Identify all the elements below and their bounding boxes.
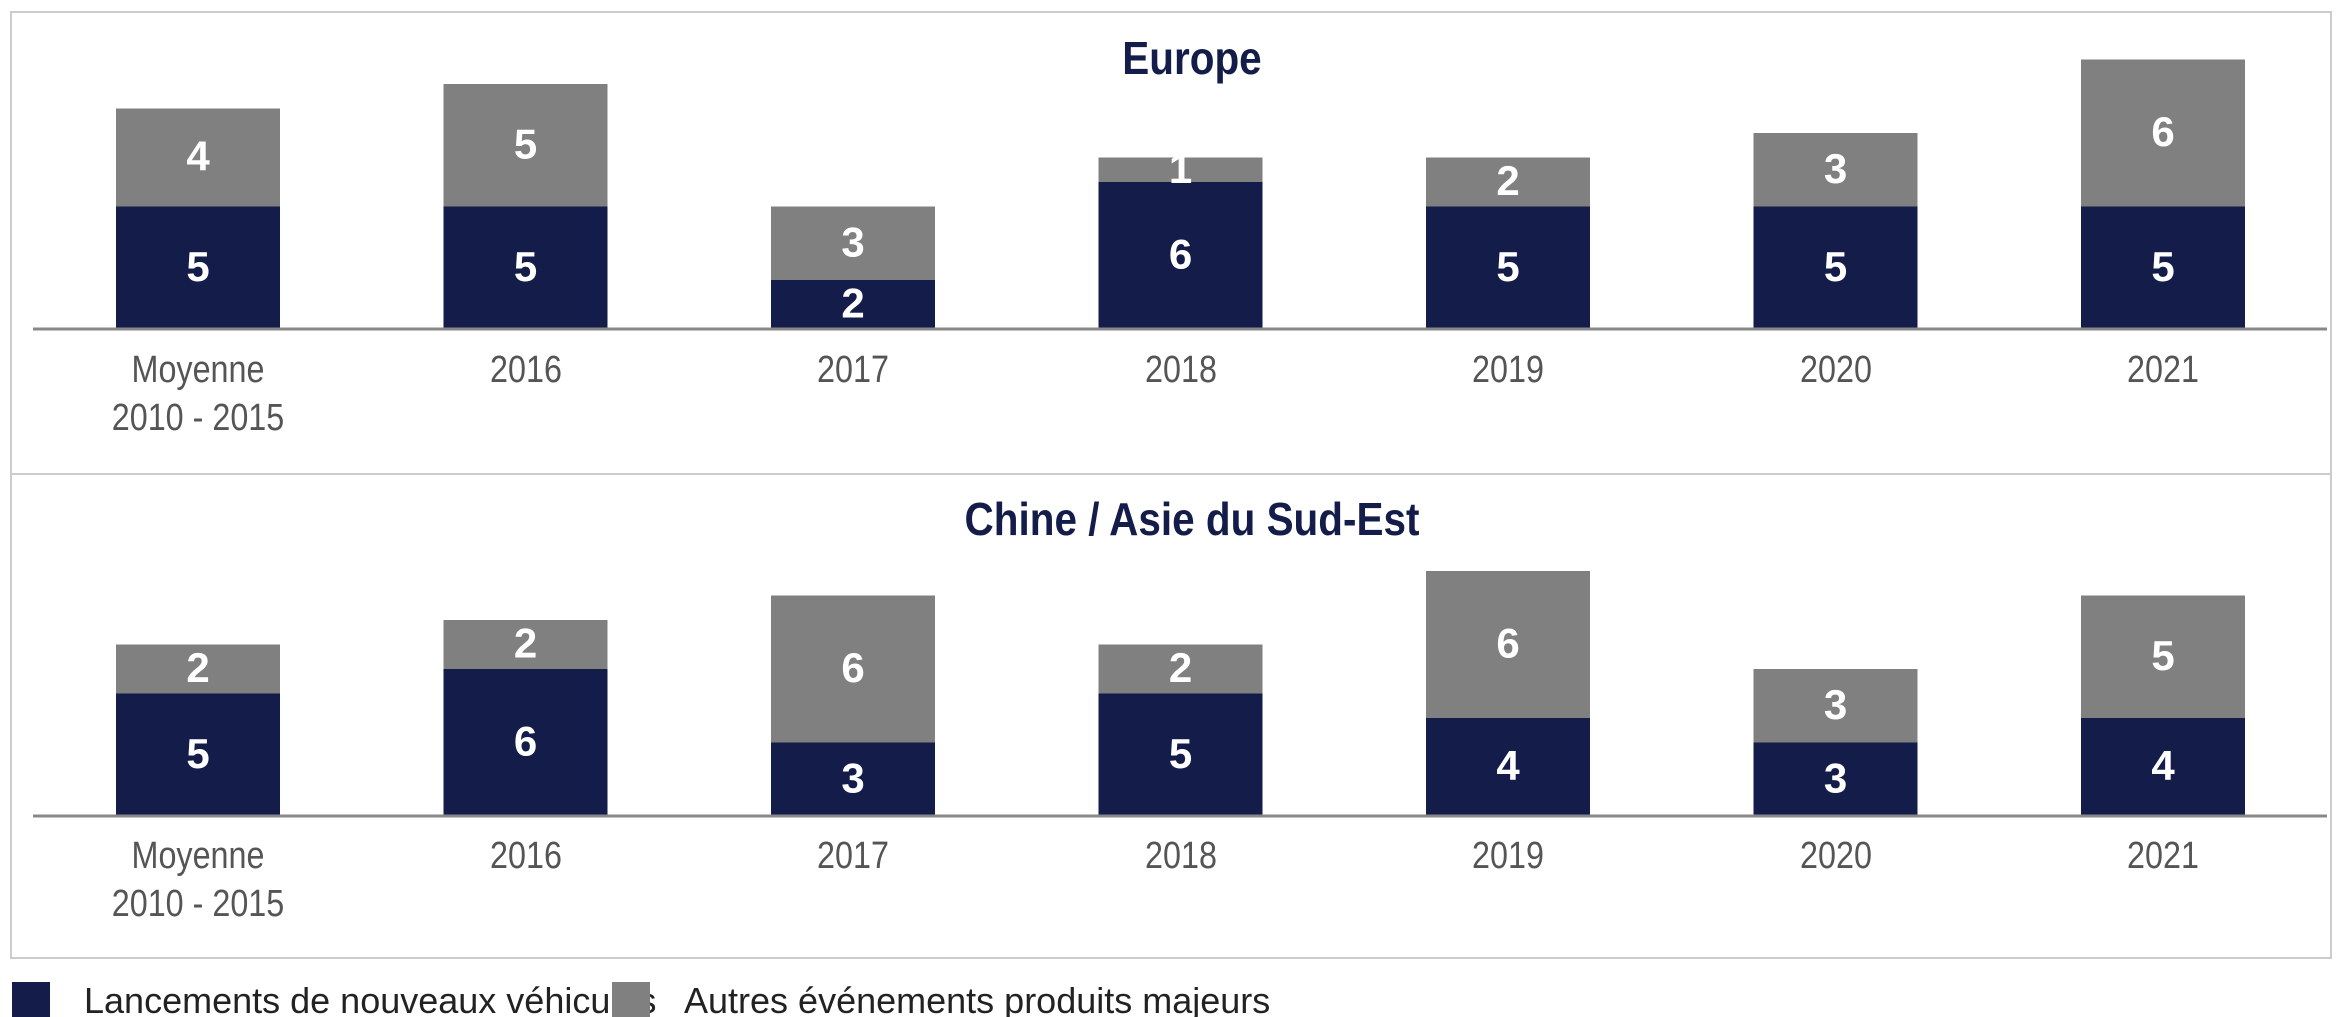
data-label: 2: [186, 644, 209, 691]
data-label: 5: [186, 243, 209, 290]
x-tick-label: Moyenne 2010 - 2015: [111, 349, 285, 439]
bar-segment: [771, 742, 935, 816]
bar-segment: [2081, 595, 2245, 718]
data-label: 6: [514, 718, 537, 765]
panel-frame: [10, 11, 2332, 959]
data-label: 6: [1169, 231, 1192, 278]
x-tick-label: 2021: [2127, 835, 2199, 877]
x-tick-label: 2021: [2127, 349, 2199, 391]
x-tick-label: 2017: [817, 835, 889, 877]
bar-segment: [1426, 206, 1590, 329]
data-label: 2: [1169, 644, 1192, 691]
bar-segment: [443, 206, 608, 329]
legend-item: Lancements de nouveaux véhicules: [12, 980, 656, 1017]
bar-segment: [1426, 571, 1590, 718]
chart-title: Europe: [1122, 34, 1261, 85]
data-label: 5: [186, 730, 209, 777]
legend-swatch: [12, 982, 50, 1017]
legend-label: Autres événements produits majeurs: [684, 980, 1271, 1017]
data-label: 3: [841, 218, 864, 265]
data-label: 6: [841, 644, 864, 691]
data-label: 5: [514, 243, 537, 290]
x-tick-label: 2020: [1799, 835, 1872, 877]
bar-segment: [116, 206, 280, 329]
bar-segment: [771, 206, 935, 280]
bar-segment: [1753, 742, 1918, 816]
data-label: 4: [2151, 742, 2175, 789]
bar-segment: [771, 595, 935, 743]
data-label: 6: [1496, 620, 1519, 667]
x-tick-label: 2018: [1144, 835, 1217, 877]
data-label: 2: [841, 280, 864, 327]
x-tick-label: 2016: [489, 349, 562, 391]
x-tick-label: 2019: [1472, 349, 1544, 391]
bar-segment: [1098, 182, 1263, 329]
data-label: 2: [1496, 157, 1519, 204]
x-tick-label: 2017: [817, 349, 889, 391]
bar-segment: [1426, 157, 1590, 207]
data-label: 5: [1169, 730, 1192, 777]
bar-segment: [116, 108, 280, 207]
data-label: 4: [186, 133, 210, 180]
data-label: 2: [514, 620, 537, 667]
bar-segment: [1098, 157, 1263, 182]
data-label: 3: [1824, 145, 1847, 192]
bar-segment: [1426, 718, 1590, 816]
data-label: 5: [2151, 632, 2174, 679]
bar-segment: [2081, 718, 2245, 816]
x-tick-label: 2016: [489, 835, 562, 877]
data-label: 5: [2151, 243, 2174, 290]
bar-segment: [1753, 669, 1918, 743]
data-label: 3: [841, 754, 864, 801]
chart-title: Chine / Asie du Sud-Est: [965, 495, 1420, 546]
data-label: 3: [1824, 754, 1847, 801]
bar-segment: [1098, 644, 1263, 694]
data-label: 5: [1824, 243, 1847, 290]
data-label: 5: [514, 120, 537, 167]
x-tick-label: Moyenne 2010 - 2015: [111, 835, 285, 925]
data-label: 4: [1496, 742, 1520, 789]
bar-segment: [771, 280, 935, 329]
bar-segment: [443, 84, 608, 207]
x-tick-label: 2020: [1799, 349, 1872, 391]
bar-segment: [1753, 133, 1918, 207]
data-label: 5: [1496, 243, 1519, 290]
x-tick-label: 2018: [1144, 349, 1217, 391]
bar-segment: [116, 644, 280, 694]
bar-segment: [1753, 206, 1918, 329]
x-tick-label: 2019: [1472, 835, 1544, 877]
legend-swatch: [612, 982, 650, 1017]
bar-segment: [2081, 59, 2245, 207]
legend-item: Autres événements produits majeurs: [612, 980, 1270, 1017]
bar-segment: [443, 620, 608, 669]
data-label: 1: [1169, 145, 1192, 192]
data-label: 3: [1824, 681, 1847, 728]
bar-segment: [443, 669, 608, 816]
bar-segment: [116, 693, 280, 816]
bar-segment: [2081, 206, 2245, 329]
legend-label: Lancements de nouveaux véhicules: [84, 980, 657, 1017]
bar-segment: [1098, 693, 1263, 816]
data-label: 6: [2151, 108, 2174, 155]
